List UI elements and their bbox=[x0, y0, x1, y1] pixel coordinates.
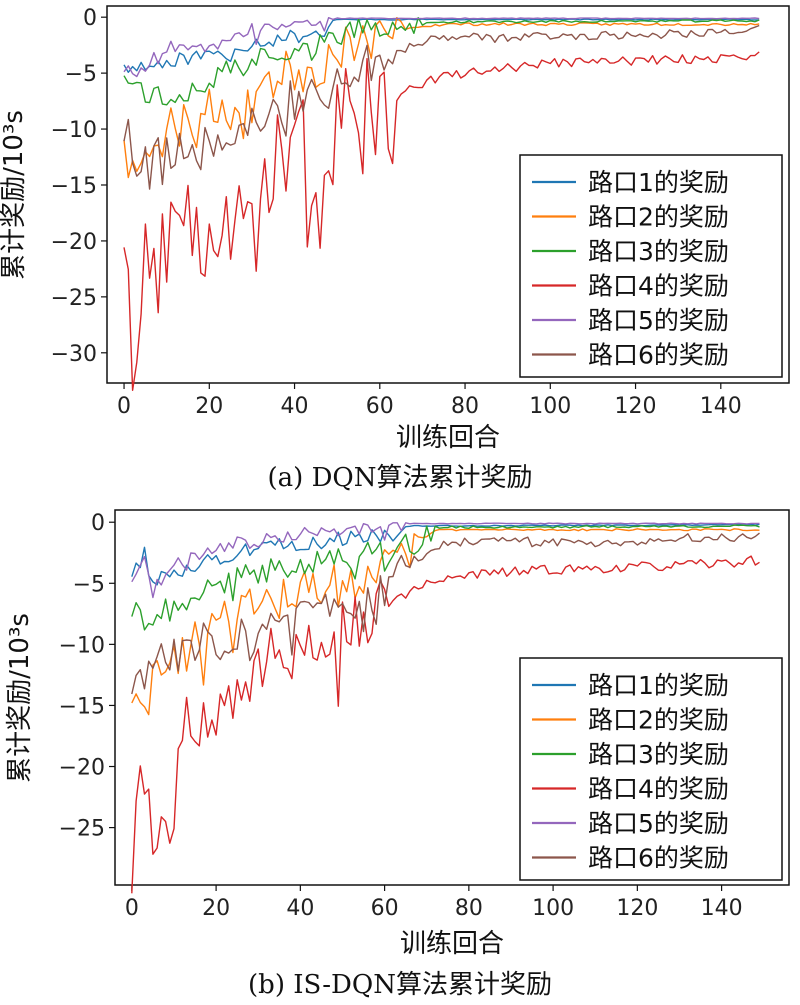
y-tick-label: 0 bbox=[83, 6, 97, 31]
legend-label: 路口5的奖励 bbox=[588, 306, 729, 335]
legend-box bbox=[519, 657, 783, 881]
legend-label: 路口2的奖励 bbox=[588, 203, 729, 232]
x-tick-label: 60 bbox=[371, 896, 399, 921]
y-axis-title-b: 累计奖励/10³s bbox=[5, 613, 35, 783]
y-tick-label: −30 bbox=[51, 342, 97, 367]
legend-label: 路口1的奖励 bbox=[588, 671, 729, 700]
y-tick-label: −5 bbox=[73, 572, 105, 597]
x-tick-label: 20 bbox=[202, 896, 230, 921]
x-tick-label: 120 bbox=[615, 394, 657, 419]
plot-frame-b bbox=[114, 509, 790, 886]
x-tick-label: 80 bbox=[455, 896, 483, 921]
y-tick-label: 0 bbox=[91, 511, 105, 536]
series-line-junction-4 bbox=[131, 555, 760, 894]
y-tick-label: −25 bbox=[51, 286, 97, 311]
caption-b: (b) IS-DQN算法累计奖励 bbox=[248, 970, 552, 1000]
plot-frame-a bbox=[106, 5, 790, 384]
x-tick-label: 0 bbox=[117, 394, 131, 419]
series-lines-b bbox=[131, 522, 760, 894]
legend-label: 路口3的奖励 bbox=[588, 237, 729, 266]
series-line-junction-6 bbox=[123, 24, 760, 190]
series-line-junction-2 bbox=[131, 528, 760, 716]
x-tick-label: 100 bbox=[532, 896, 574, 921]
caption-a: (a) DQN算法累计奖励 bbox=[268, 463, 533, 493]
axis-ticks-a: 0 20 40 60 80 100 120 140 0 −5 −10 −15 −20 −25 −30 bbox=[51, 6, 742, 419]
series-line-junction-2 bbox=[123, 17, 760, 179]
legend-label: 路口6的奖励 bbox=[588, 341, 729, 370]
y-tick-label: −15 bbox=[51, 174, 97, 199]
y-tick-label: −15 bbox=[59, 694, 105, 719]
legend-label: 路口5的奖励 bbox=[588, 809, 729, 838]
x-axis-title-b: 训练回合 bbox=[400, 929, 504, 959]
y-tick-label: −10 bbox=[51, 118, 97, 143]
chart-panel-b: 0 20 40 60 80 100 120 140 0 −5 −10 −15 −20 −25 路口1的奖励… bbox=[5, 509, 790, 1000]
x-tick-label: 40 bbox=[281, 394, 309, 419]
x-tick-label: 140 bbox=[701, 896, 743, 921]
x-axis-title-a: 训练回合 bbox=[396, 423, 500, 453]
x-tick-label: 40 bbox=[286, 896, 314, 921]
legend-box bbox=[519, 154, 783, 378]
y-tick-label: −5 bbox=[65, 62, 97, 87]
x-tick-label: 120 bbox=[616, 896, 658, 921]
legend-label: 路口4的奖励 bbox=[588, 272, 729, 301]
legend-label: 路口4的奖励 bbox=[588, 775, 729, 804]
y-axis-title-a: 累计奖励/10³s bbox=[0, 110, 29, 280]
series-line-junction-4 bbox=[123, 51, 760, 391]
legend-label: 路口6的奖励 bbox=[588, 844, 729, 873]
x-tick-label: 20 bbox=[195, 394, 223, 419]
chart-panel-a: 0 20 40 60 80 100 120 140 0 −5 −10 −15 −20 −25 −30 路口1… bbox=[0, 5, 790, 493]
series-line-junction-1 bbox=[131, 523, 760, 586]
y-tick-label: −10 bbox=[59, 633, 105, 658]
legend-label: 路口1的奖励 bbox=[588, 168, 729, 197]
y-tick-label: −20 bbox=[51, 230, 97, 255]
series-line-junction-5 bbox=[123, 17, 760, 78]
x-tick-label: 0 bbox=[125, 896, 139, 921]
series-line-junction-5 bbox=[131, 522, 760, 599]
legend-label: 路口3的奖励 bbox=[588, 740, 729, 769]
x-tick-label: 100 bbox=[529, 394, 571, 419]
series-line-junction-6 bbox=[131, 532, 760, 695]
x-tick-label: 80 bbox=[451, 394, 479, 419]
axis-ticks-b: 0 20 40 60 80 100 120 140 0 −5 −10 −15 −20 −25 bbox=[59, 511, 743, 921]
y-tick-label: −20 bbox=[59, 756, 105, 781]
legend-label: 路口2的奖励 bbox=[588, 706, 729, 735]
series-line-junction-3 bbox=[123, 17, 760, 106]
y-tick-label: −25 bbox=[59, 817, 105, 842]
x-tick-label: 140 bbox=[700, 394, 742, 419]
series-line-junction-1 bbox=[123, 18, 760, 73]
series-lines-a bbox=[123, 17, 760, 391]
x-tick-label: 60 bbox=[366, 394, 394, 419]
series-line-junction-3 bbox=[131, 524, 760, 631]
